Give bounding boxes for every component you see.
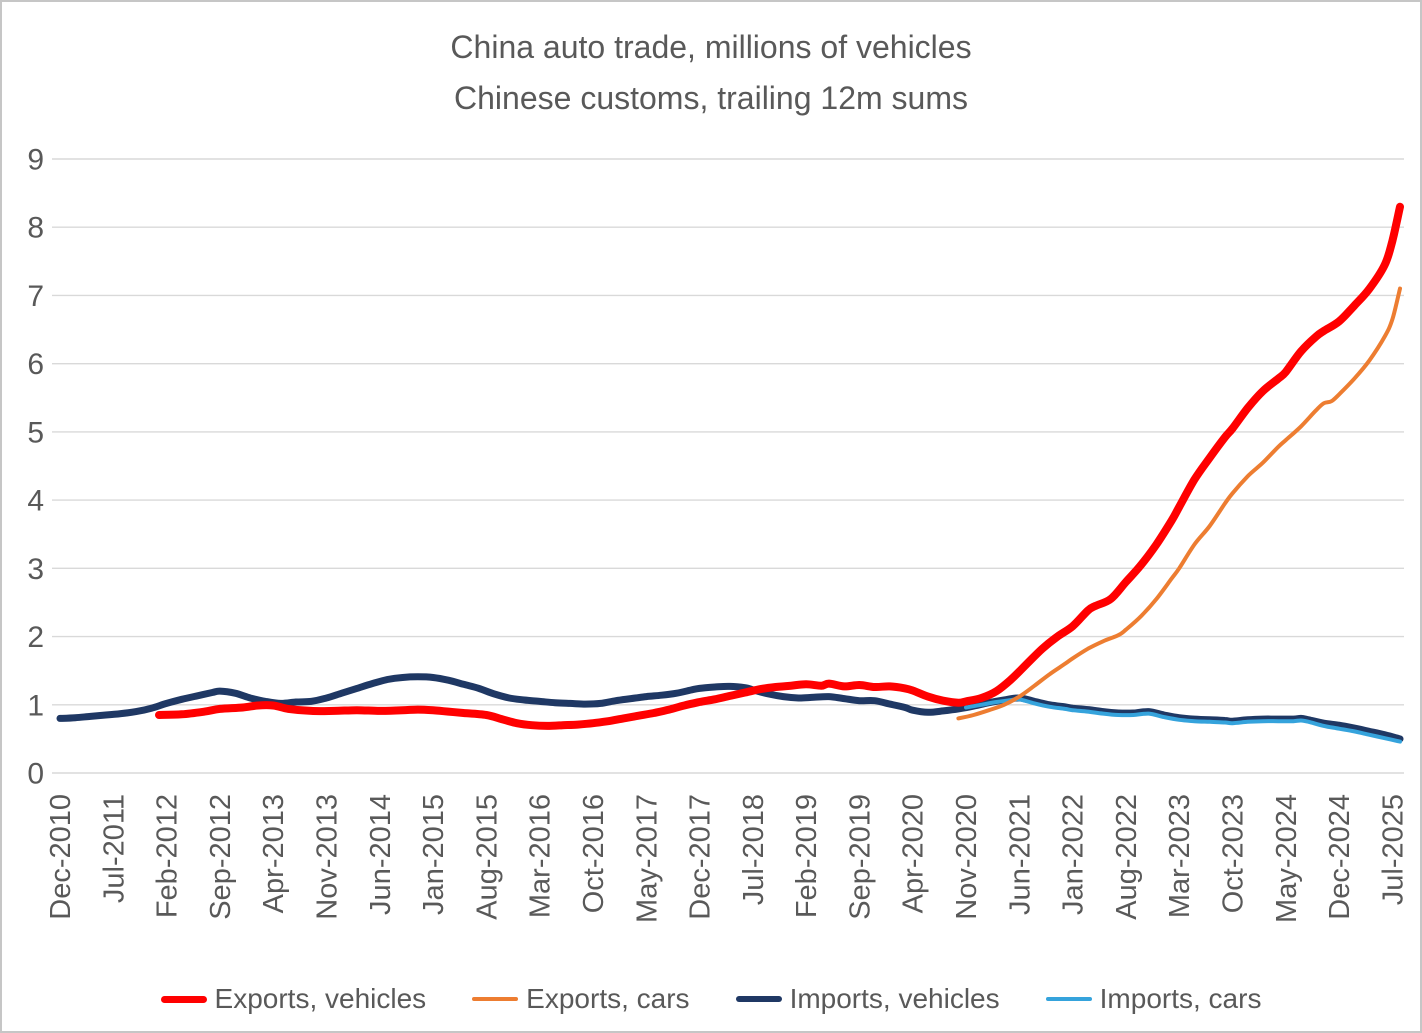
x-tick-label: Dec-2010 [45, 794, 77, 920]
x-tick-label: Nov-2020 [951, 794, 983, 920]
legend-label-imports-vehicles: Imports, vehicles [789, 983, 1000, 1014]
legend-swatch-exports-vehicles [160, 995, 207, 1003]
legend-item-imports-vehicles: Imports, vehicles [735, 983, 1000, 1015]
chart-legend: Exports, vehicles Exports, cars Imports,… [2, 983, 1420, 1015]
y-tick-label: 0 [27, 758, 44, 791]
x-tick-label: Jan-2015 [418, 794, 450, 915]
chart-title-block: China auto trade, millions of vehicles C… [2, 22, 1420, 124]
x-tick-label: Feb-2019 [791, 794, 823, 918]
series-lines [56, 202, 1404, 744]
series-line-exports-cars [956, 286, 1402, 721]
x-tick-label: Oct-2023 [1218, 794, 1250, 913]
x-tick-label: Mar-2023 [1164, 794, 1196, 918]
chart-title: China auto trade, millions of vehicles [450, 29, 972, 65]
legend-label-exports-cars: Exports, cars [526, 983, 690, 1014]
x-tick-label: Nov-2013 [312, 794, 344, 920]
x-tick-label: Dec-2017 [685, 794, 717, 920]
chart-subtitle: Chinese customs, trailing 12m sums [454, 80, 968, 117]
y-tick-label: 6 [27, 348, 44, 381]
x-tick-label: May-2024 [1271, 794, 1303, 923]
y-tick-label: 8 [27, 212, 44, 245]
legend-swatch-imports-cars [1045, 997, 1092, 1001]
y-tick-label: 1 [27, 689, 44, 722]
x-tick-label: Jan-2022 [1058, 794, 1090, 915]
legend-item-exports-cars: Exports, cars [472, 983, 690, 1015]
series-line-exports-vehicles [155, 202, 1404, 730]
y-tick-label: 2 [27, 621, 44, 654]
x-tick-label: Sep-2012 [205, 794, 237, 920]
y-tick-label: 4 [27, 485, 44, 518]
y-tick-label: 5 [27, 416, 44, 449]
x-tick-label: May-2017 [631, 794, 663, 923]
y-tick-label: 3 [27, 553, 44, 586]
x-tick-label: Jun-2021 [1004, 794, 1036, 915]
x-tick-label: Jul-2018 [738, 794, 770, 905]
x-tick-label: Jun-2014 [365, 794, 397, 915]
legend-label-imports-cars: Imports, cars [1099, 983, 1262, 1014]
series-line-imports-vehicles [56, 673, 1404, 743]
x-tick-label: Jul-2025 [1377, 794, 1409, 905]
x-tick-label: Mar-2016 [525, 794, 557, 918]
x-tick-label: Feb-2012 [152, 794, 184, 918]
x-tick-label: Sep-2019 [844, 794, 876, 920]
x-tick-label: Jul-2011 [98, 794, 130, 903]
y-tick-label: 7 [27, 280, 44, 313]
x-tick-label: Aug-2015 [471, 794, 503, 920]
legend-swatch-imports-vehicles [735, 996, 782, 1002]
legend-item-imports-cars: Imports, cars [1045, 983, 1262, 1015]
legend-label-exports-vehicles: Exports, vehicles [214, 983, 427, 1014]
x-tick-label: Aug-2022 [1111, 794, 1143, 920]
x-tick-label: Apr-2013 [258, 794, 290, 913]
y-axis-labels: 0 1 2 3 4 5 6 7 8 9 [27, 144, 44, 791]
x-tick-label: Dec-2024 [1324, 794, 1356, 920]
x-tick-label: Oct-2016 [578, 794, 610, 913]
legend-item-exports-vehicles: Exports, vehicles [160, 983, 427, 1015]
x-tick-label: Apr-2020 [898, 794, 930, 913]
series-line-imports-cars [964, 697, 1402, 744]
y-tick-label: 9 [27, 144, 44, 177]
legend-swatch-exports-cars [472, 997, 519, 1001]
x-axis-labels: Dec-2010 Jul-2011 Feb-2012 Sep-2012 Apr-2013… [45, 794, 1409, 923]
